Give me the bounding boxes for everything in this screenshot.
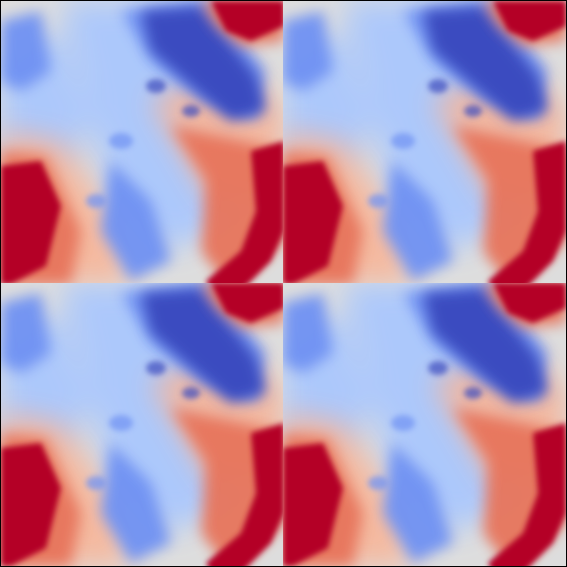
field-tile — [1, 1, 284, 301]
field-tile — [1, 283, 284, 566]
field-tile — [283, 1, 566, 301]
field-tile — [283, 283, 566, 566]
